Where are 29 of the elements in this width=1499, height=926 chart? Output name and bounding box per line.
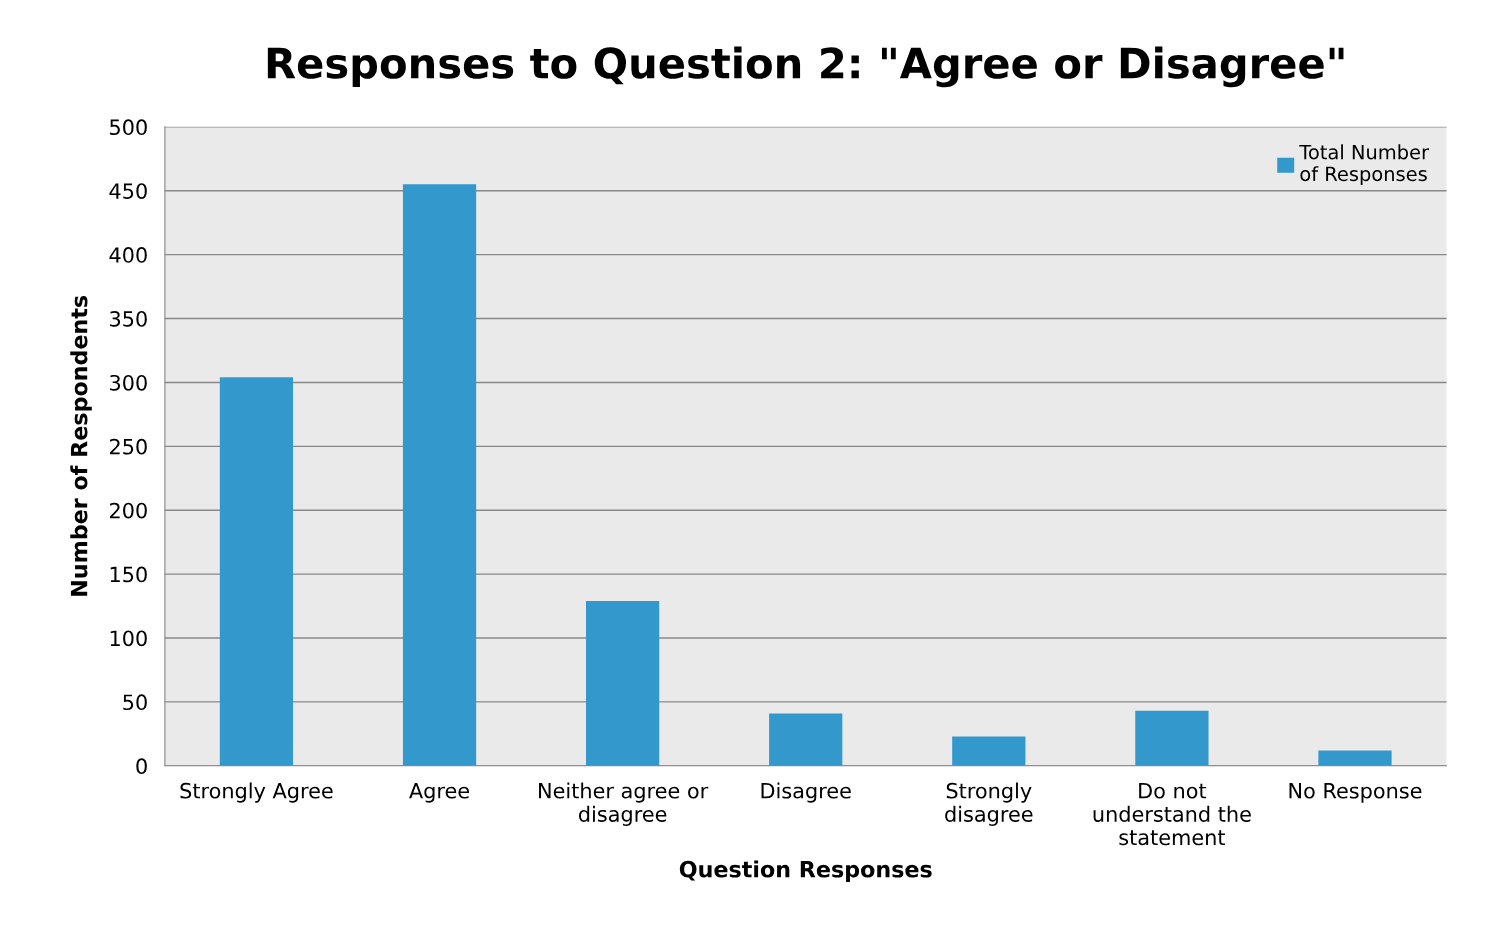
x-tick-label: Neither agree or disagree <box>539 782 709 826</box>
x-tick-label: Disagree <box>761 782 851 803</box>
chart-title: Responses to Question 2: "Agree or Disagree" <box>267 46 1344 88</box>
y-tick-label: 350 <box>110 311 147 327</box>
y-tick-label: 400 <box>109 247 147 263</box>
y-tick-label: 50 <box>123 694 147 711</box>
x-axis-title: Question Responses <box>679 860 932 882</box>
y-tick-label: 200 <box>109 502 147 519</box>
x-tick-label: Agree <box>409 783 470 803</box>
y-tick-label: 100 <box>110 630 147 647</box>
y-tick-label: 0 <box>136 758 147 775</box>
bar <box>402 184 477 766</box>
y-tick-label: 250 <box>109 438 147 455</box>
bar <box>219 377 294 766</box>
y-axis-title: Number of Respondents <box>70 295 92 596</box>
y-tick-label: 300 <box>110 374 147 391</box>
x-tick-label: Strongly disagree <box>945 782 1033 826</box>
bar <box>952 736 1026 766</box>
x-tick-label: Strongly Agree <box>180 782 333 803</box>
bar <box>1318 750 1392 766</box>
x-tick-label: No Response <box>1289 783 1422 803</box>
y-tick-label: 500 <box>110 119 147 136</box>
bar <box>769 713 843 766</box>
y-tick-label: 450 <box>109 183 147 199</box>
legend-label: Total Number of Responses <box>1299 144 1430 185</box>
y-tick-label: 150 <box>110 566 147 583</box>
x-tick-label: Do not understand the statement <box>1093 783 1251 846</box>
bar <box>1135 710 1209 766</box>
bar <box>586 600 660 766</box>
